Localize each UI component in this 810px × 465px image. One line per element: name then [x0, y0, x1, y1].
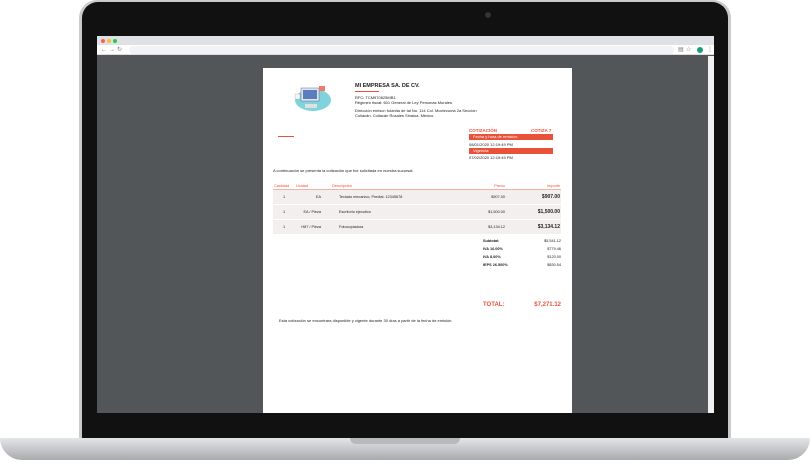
company-logo: [294, 86, 331, 111]
camera-icon: [485, 12, 491, 18]
intro-text: A continuación se presenta la cotización…: [273, 168, 414, 173]
laptop-base: [0, 438, 810, 460]
total-row: TOTAL: $7,271.12: [463, 302, 561, 308]
profile-avatar[interactable]: [697, 47, 703, 53]
table-row: 1 EA / Pieza Escritorio ejecutivo $1,500.00…: [273, 204, 561, 220]
company-rfc: RFC: TCM970625MB1: [355, 95, 396, 100]
minimize-window-button[interactable]: [107, 39, 111, 43]
table-cell: Escritorio ejecutivo: [331, 204, 470, 220]
totals-value: $779.46: [547, 247, 561, 251]
divider: [278, 136, 294, 137]
table-cell: $1,500.00: [506, 204, 561, 220]
back-button[interactable]: ←: [101, 47, 107, 53]
address-bar[interactable]: [129, 46, 674, 54]
maximize-window-button[interactable]: [113, 39, 117, 43]
table-cell: $1,500.00: [469, 204, 506, 220]
table-row: 1 EA Teclado mecanico, Predial: 12345678 $9…: [273, 189, 561, 205]
col-cantidad: Cantidad: [273, 183, 295, 190]
quote-document: MI EMPRESA SA. DE CV. RFC: TCM970625MB1 …: [263, 68, 572, 413]
table-cell: $907.00: [469, 189, 506, 205]
validity-label: Vigencia:: [469, 148, 553, 154]
table-cell: Teclado mecanico, Predial: 12345678: [331, 189, 470, 205]
browser-menu-button[interactable]: ⋮: [707, 47, 713, 53]
totals-value: $830.54: [547, 263, 561, 267]
company-address-line1: Dirección emisor: fulanita de tal No. 11…: [355, 108, 477, 113]
totals-row: IVA 8.00% $120.00: [463, 255, 561, 259]
reload-button[interactable]: ↻: [117, 47, 123, 53]
totals-label: IVA 16.00%: [483, 247, 503, 251]
validity-date: 07/02/2020 12:19:49 PM: [469, 155, 513, 160]
table-cell: H87 / Pieza: [295, 219, 331, 235]
total-label: TOTAL:: [483, 302, 505, 308]
items-table: Cantidad Unidad Descripción Precio Impor…: [273, 183, 561, 235]
browser-toolbar: ← → ↻ ▤ ☆ ⋮: [97, 45, 714, 55]
tab-strip: [97, 36, 714, 45]
table-cell: $3,134.12: [506, 219, 561, 235]
totals-value: $5,541.12: [544, 239, 561, 243]
col-descripcion: Descripción: [331, 183, 470, 190]
totals-label: Subtotal:: [483, 239, 500, 243]
bookmark-star-icon[interactable]: ☆: [686, 47, 692, 53]
company-regimen: Régimen fiscal: 601 General de Ley Perso…: [355, 100, 452, 105]
table-cell: 1: [273, 204, 295, 220]
totals-row: IVA 16.00% $779.46: [463, 247, 561, 251]
close-window-button[interactable]: [101, 39, 105, 43]
validity-note: Esta cotización se encontrara disponible…: [279, 318, 453, 323]
company-name: MI EMPRESA SA. DE CV.: [355, 83, 420, 89]
scrollbar[interactable]: [708, 56, 714, 413]
laptop-notch: [350, 438, 460, 444]
table-cell: $3,134.12: [469, 219, 506, 235]
company-address-line2: Culiacán, Culiacán Rosales Sinaloa, Méxi…: [355, 113, 435, 118]
table-cell: 1: [273, 189, 295, 205]
table-row: 1 H87 / Pieza Fotocopiadora $3,134.12 $3,134…: [273, 219, 561, 235]
table-cell: $907.00: [506, 189, 561, 205]
totals-value: $120.00: [547, 255, 561, 259]
name-underline: [355, 91, 379, 92]
totals-label: IVA 8.00%: [483, 255, 501, 259]
totals-label: IEPS 26.500%: [483, 263, 508, 267]
col-importe: Importe: [506, 183, 561, 190]
quote-number: COTIZA 7: [531, 128, 552, 133]
table-cell: EA / Pieza: [295, 204, 331, 220]
quote-label: COTIZACIÓN: [469, 128, 497, 133]
col-precio: Precio: [469, 183, 506, 190]
table-cell: EA: [295, 189, 331, 205]
table-cell: Fotocopiadora: [331, 219, 470, 235]
col-unidad: Unidad: [295, 183, 331, 190]
forward-button[interactable]: →: [109, 47, 115, 53]
browser-window: ← → ↻ ▤ ☆ ⋮ MI EMPRESA SA. DE CV. RFC: T…: [97, 36, 714, 413]
total-value: $7,271.12: [534, 302, 561, 308]
table-cell: 1: [273, 219, 295, 235]
totals-row: IEPS 26.500% $830.54: [463, 263, 561, 267]
emission-date: 08/01/2020 12:19:49 PM: [469, 142, 513, 147]
emission-label: Fecha y hora de emisión:: [469, 134, 553, 140]
totals-row: Subtotal: $5,541.12: [463, 239, 561, 243]
translate-icon[interactable]: ▤: [678, 47, 684, 53]
